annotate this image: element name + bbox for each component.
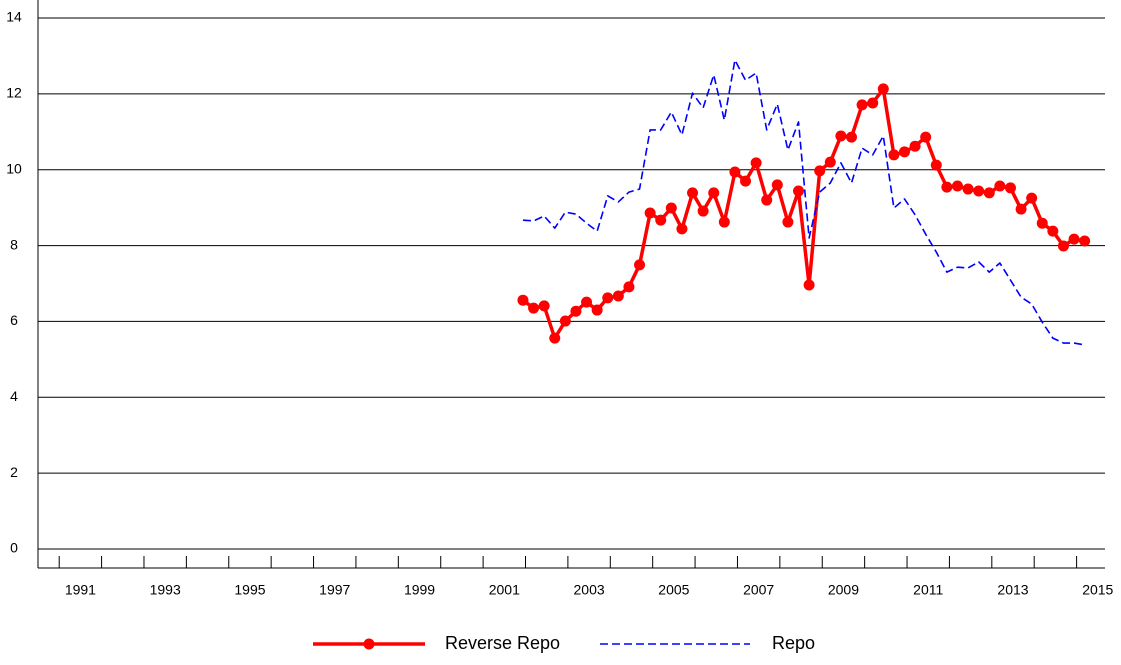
data-point xyxy=(761,194,773,206)
legend-label: Repo xyxy=(772,633,815,653)
data-point xyxy=(740,175,752,187)
data-point xyxy=(634,259,646,271)
data-point xyxy=(962,183,974,195)
series-line xyxy=(522,59,1085,346)
data-point xyxy=(1004,182,1016,194)
data-point xyxy=(729,166,741,178)
data-point xyxy=(973,185,985,197)
data-point xyxy=(856,99,868,111)
data-point xyxy=(920,131,932,143)
x-tick-label: 2011 xyxy=(913,582,943,598)
data-point xyxy=(750,157,762,169)
data-point xyxy=(930,159,942,171)
y-tick-label: 0 xyxy=(10,540,18,556)
x-tick-label: 1999 xyxy=(404,582,435,598)
data-point xyxy=(1068,233,1080,245)
y-tick-label: 6 xyxy=(10,312,18,328)
data-point xyxy=(676,223,688,235)
data-point xyxy=(570,305,582,317)
y-tick-label: 12 xyxy=(6,85,22,101)
data-point xyxy=(581,296,593,308)
data-point xyxy=(994,180,1006,192)
data-point xyxy=(718,216,730,228)
data-point xyxy=(782,216,794,228)
data-point xyxy=(835,130,847,142)
x-tick-label: 2003 xyxy=(574,582,605,598)
legend-label: Reverse Repo xyxy=(445,633,560,653)
data-point xyxy=(814,165,826,177)
data-point xyxy=(602,292,614,304)
data-point xyxy=(803,279,815,291)
data-point xyxy=(951,180,963,192)
x-tick-label: 2007 xyxy=(743,582,774,598)
data-point xyxy=(793,185,805,197)
data-point xyxy=(877,83,889,95)
x-tick-label: 1991 xyxy=(65,582,96,598)
data-point xyxy=(898,146,910,158)
data-point xyxy=(1036,217,1048,229)
data-point xyxy=(845,131,857,143)
data-point xyxy=(591,304,603,316)
legend-marker xyxy=(363,638,375,650)
y-tick-label: 4 xyxy=(10,388,18,404)
data-point xyxy=(1015,203,1027,215)
data-point xyxy=(644,207,656,219)
data-point xyxy=(665,202,677,214)
data-point xyxy=(771,179,783,191)
data-point xyxy=(1079,235,1091,247)
data-point xyxy=(708,187,720,199)
data-point xyxy=(867,97,879,109)
data-point xyxy=(655,214,667,226)
data-point xyxy=(1047,225,1059,237)
y-tick-label: 8 xyxy=(10,236,18,252)
data-point xyxy=(517,294,529,306)
x-tick-label: 1997 xyxy=(319,582,350,598)
y-tick-label: 14 xyxy=(6,9,22,25)
x-tick-label: 2013 xyxy=(997,582,1028,598)
x-tick-label: 1993 xyxy=(150,582,181,598)
data-point xyxy=(623,281,635,293)
x-tick-label: 2001 xyxy=(489,582,520,598)
data-point xyxy=(697,205,709,217)
y-tick-label: 2 xyxy=(10,464,18,480)
data-point xyxy=(538,300,550,312)
data-point xyxy=(888,149,900,161)
data-point xyxy=(612,290,624,302)
x-tick-label: 2005 xyxy=(658,582,689,598)
data-point xyxy=(549,332,561,344)
data-point xyxy=(1026,192,1038,204)
x-tick-label: 1995 xyxy=(234,582,265,598)
x-tick-label: 2015 xyxy=(1082,582,1113,598)
data-point xyxy=(1057,240,1069,252)
data-point xyxy=(983,187,995,199)
y-tick-label: 10 xyxy=(6,160,22,176)
x-tick-label: 2009 xyxy=(828,582,859,598)
data-point xyxy=(559,315,571,327)
data-point xyxy=(909,140,921,152)
data-point xyxy=(687,187,699,199)
data-point xyxy=(941,181,953,193)
data-point xyxy=(824,156,836,168)
data-point xyxy=(528,302,540,314)
